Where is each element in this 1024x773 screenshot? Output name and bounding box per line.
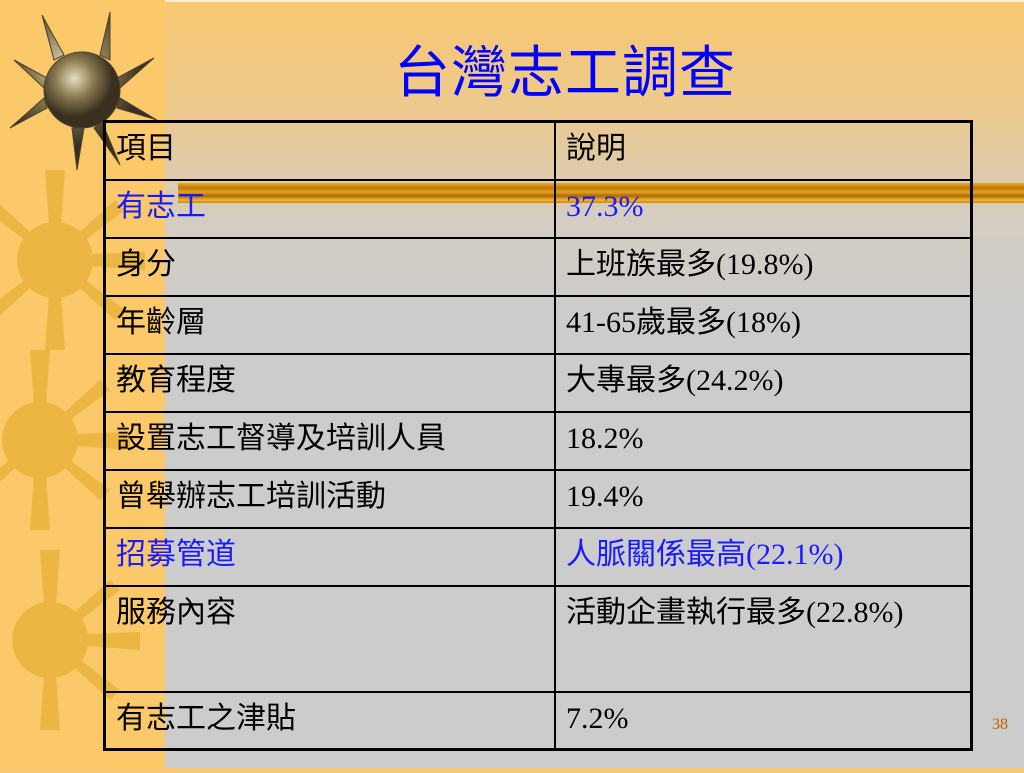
header-cell-item: 項目 xyxy=(103,120,556,181)
top-border-line xyxy=(165,0,1024,2)
table-row: 曾舉辦志工培訓活動 19.4% xyxy=(103,468,973,529)
cell-description: 大專最多(24.2%) xyxy=(554,352,973,413)
cell-item: 招募管道 xyxy=(103,526,556,587)
cell-description: 18.2% xyxy=(554,410,973,471)
cell-item: 有志工 xyxy=(103,178,556,239)
table-header-row: 項目 說明 xyxy=(103,120,973,181)
page-title: 台灣志工調查 xyxy=(394,41,736,106)
table-row: 身分 上班族最多(19.8%) xyxy=(103,236,973,297)
page-number: 38 xyxy=(992,716,1008,733)
cell-description: 上班族最多(19.8%) xyxy=(554,236,973,297)
cell-description: 7.2% xyxy=(554,690,973,751)
cell-item: 設置志工督導及培訓人員 xyxy=(103,410,556,471)
cell-item: 曾舉辦志工培訓活動 xyxy=(103,468,556,529)
cell-description: 41-65歲最多(18%) xyxy=(554,294,973,355)
table-row: 教育程度 大專最多(24.2%) xyxy=(103,352,973,413)
cell-item: 教育程度 xyxy=(103,352,556,413)
table-row: 有志工之津貼 7.2% xyxy=(103,690,973,751)
cell-description: 人脈關係最高(22.1%) xyxy=(554,526,973,587)
cell-item: 有志工之津貼 xyxy=(103,690,556,751)
survey-table: 項目 說明 有志工 37.3% 身分 上班族最多(19.8%) 年齡層 41-65歲最多(… xyxy=(103,120,973,751)
table-row: 設置志工督導及培訓人員 18.2% xyxy=(103,410,973,471)
cell-item: 身分 xyxy=(103,236,556,297)
cell-item: 服務內容 xyxy=(103,584,556,693)
table-row: 招募管道 人脈關係最高(22.1%) xyxy=(103,526,973,587)
table-row: 年齡層 41-65歲最多(18%) xyxy=(103,294,973,355)
cell-description: 19.4% xyxy=(554,468,973,529)
cell-item: 年齡層 xyxy=(103,294,556,355)
table-row: 服務內容 活動企畫執行最多(22.8%) xyxy=(103,584,973,693)
header-cell-description: 說明 xyxy=(554,120,973,181)
metal-sun-face-icon xyxy=(9,11,158,171)
table-row: 有志工 37.3% xyxy=(103,178,973,239)
cell-description: 活動企畫執行最多(22.8%) xyxy=(554,584,973,693)
cell-description: 37.3% xyxy=(554,178,973,239)
